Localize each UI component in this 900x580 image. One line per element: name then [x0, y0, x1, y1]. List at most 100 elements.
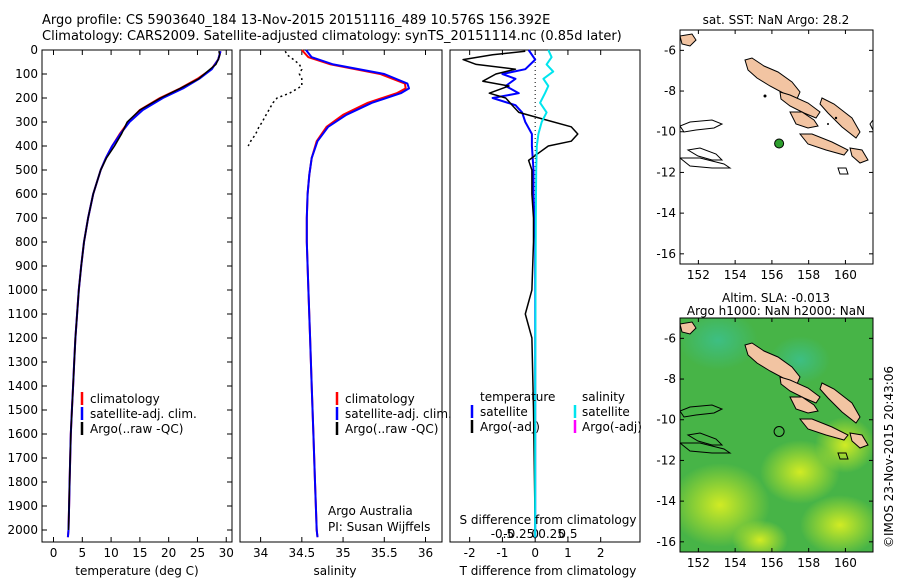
x-tick-label: 15 [132, 546, 147, 560]
lat-tick-label: -10 [656, 413, 676, 427]
island-makira [849, 147, 869, 164]
lat-tick-label: -8 [664, 372, 676, 386]
y-tick-label: 1700 [7, 451, 38, 465]
credit-pi: PI: Susan Wijffels [328, 520, 430, 534]
landmass [680, 33, 697, 47]
y-tick-label: 1500 [7, 403, 38, 417]
series-line [301, 49, 407, 538]
y-tick-label: 600 [15, 187, 38, 201]
coastline-rennell [837, 167, 849, 175]
x-tick-label: 34 [253, 546, 268, 560]
legend-title-temperature: temperature [480, 390, 555, 404]
island-malaita [819, 382, 861, 424]
y-tick-label: 300 [15, 115, 38, 129]
y-tick-label: 1000 [7, 283, 38, 297]
series-line [534, 49, 555, 538]
argo-float-marker [774, 138, 785, 149]
series-line [67, 50, 221, 531]
x-tick-label: 10 [103, 546, 118, 560]
x-tick-label: 0 [50, 546, 58, 560]
island-santa-isabel [779, 91, 821, 119]
x-tick-label: 1 [564, 546, 572, 560]
y-tick-label: 1400 [7, 379, 38, 393]
difference-series [462, 49, 579, 538]
series-line [462, 50, 579, 531]
legend-label-climatology: climatology [345, 392, 415, 406]
header-line-2: Climatology: CARS2009. Satellite-adjuste… [42, 29, 622, 44]
temperature-panel: 0100200300400500600700800900100011001200… [7, 43, 233, 578]
depth-axis: 0 100 200 300 400 500 600 700 800 900 1000 1100 1200… [7, 43, 232, 537]
legend-label-s-satellite: satellite [582, 405, 630, 419]
island-malaita [819, 97, 861, 139]
island-new-georgia [789, 396, 819, 414]
difference-x-axis: -2 -1 0 1 2 [464, 50, 605, 560]
legend-title-salinity: salinity [582, 390, 625, 404]
temperature-x-label: temperature (deg C) [75, 564, 198, 578]
x-tick-label: 25 [190, 546, 205, 560]
salinity-difference-axis: -0.5-0.250 0.250.5 [491, 527, 578, 541]
y-tick-label: 1200 [7, 331, 38, 345]
lat-tick-label: -6 [664, 43, 676, 57]
x-tick-label: 30 [219, 546, 234, 560]
y-tick-label: 1300 [7, 355, 38, 369]
x-tick-label: 2 [597, 546, 605, 560]
s-tick-label: -0.25 [503, 527, 534, 541]
islet [827, 123, 829, 125]
island-santa-isabel [779, 376, 821, 404]
lon-tick-label: 154 [724, 268, 747, 282]
difference-panel: -2 -1 0 1 2 -0.5-0.25 0 0.250.5 S difference f… [449, 49, 642, 578]
sst-map-panel: sat. SST: NaN Argo: 28.2 152 154 156 158 160… [656, 13, 874, 282]
imos-watermark: ©IMOS 23-Nov-2015 20:43:06 [882, 366, 896, 548]
salinity-x-axis: 34 34.5 35 35.5 36 [253, 50, 433, 560]
salinity-x-label: salinity [313, 564, 356, 578]
lon-tick-label: 160 [834, 556, 857, 570]
island-guadalcanal [798, 418, 849, 441]
lat-tick-label: -16 [656, 247, 676, 261]
lon-tick-label: 158 [797, 556, 820, 570]
coastline-louisiades [686, 147, 724, 161]
sst-map-axes: 152 154 156 158 160 -6 -8 -10 -12 -14 -16 [656, 30, 873, 282]
series-line [491, 49, 537, 538]
y-tick-label: 400 [15, 139, 38, 153]
y-tick-label: 2000 [7, 523, 38, 537]
coastline-louisiades [686, 432, 724, 446]
legend-label-argo: Argo(..raw -QC) [345, 422, 438, 436]
y-tick-label: 900 [15, 259, 38, 273]
lat-tick-label: -8 [664, 84, 676, 98]
series-line [305, 49, 410, 538]
lat-tick-label: -12 [656, 453, 676, 467]
x-tick-label: 5 [78, 546, 86, 560]
sla-anomaly [732, 520, 788, 552]
x-tick-label: 34.5 [288, 546, 315, 560]
sla-map-frame [679, 317, 874, 553]
legend-label-s-argo: Argo(-adj) [582, 420, 642, 434]
sla-map-title: Altim. SLA: -0.013 [722, 291, 830, 305]
islet [763, 94, 767, 98]
lat-tick-label: -12 [656, 165, 676, 179]
y-tick-label: 0 [30, 43, 38, 57]
coastline-rossel [680, 157, 732, 169]
x-tick-label: 36 [418, 546, 433, 560]
s-tick-label: 0.5 [558, 527, 577, 541]
series-line [66, 50, 222, 538]
lon-tick-label: 158 [797, 268, 820, 282]
s-tick-label: 0.25 [538, 527, 565, 541]
y-tick-label: 1100 [7, 307, 38, 321]
legend-label-satellite: satellite-adj. clim. [345, 407, 452, 421]
lat-tick-label: -14 [656, 494, 676, 508]
salinity-series [247, 49, 410, 538]
lon-tick-label: 152 [687, 556, 710, 570]
lon-tick-label: 156 [760, 556, 783, 570]
x-tick-label: 0 [531, 546, 539, 560]
landmass [680, 321, 697, 335]
legend-label-satellite: satellite-adj. clim. [90, 407, 197, 421]
x-tick-label: 35.5 [371, 546, 398, 560]
y-tick-label: 1800 [7, 475, 38, 489]
header-line-1: Argo profile: CS 5903640_184 13-Nov-2015… [42, 13, 550, 28]
legend-label-climatology: climatology [90, 392, 160, 406]
island-guadalcanal [798, 133, 849, 156]
islet [834, 116, 838, 120]
sla-map-subtitle: Argo h1000: NaN h2000: NaN [687, 304, 865, 318]
salinity-legend: climatology satellite-adj. clim. Argo(..… [335, 392, 452, 436]
